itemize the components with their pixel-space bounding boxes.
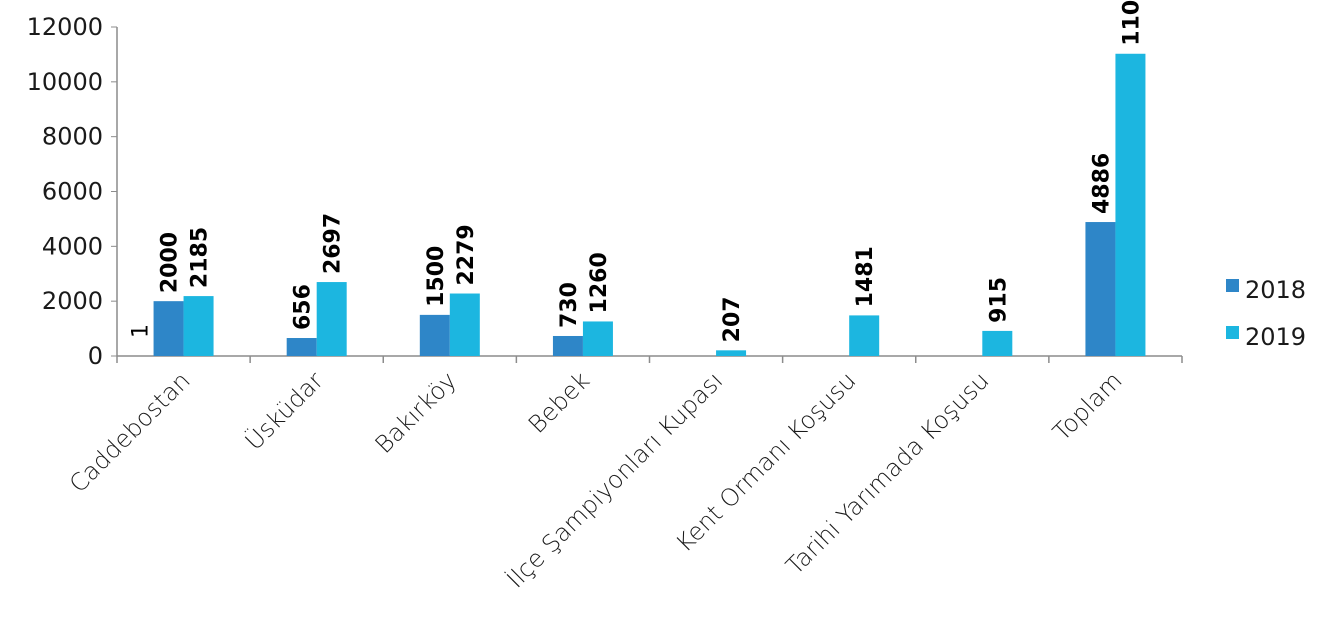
data-label-2018: 2000 — [158, 232, 183, 293]
legend-label-2019: 2019 — [1245, 323, 1306, 351]
x-tick-label: İlçe Şampiyonları Kupası — [501, 366, 728, 593]
y-tick-label: 12000 — [27, 13, 103, 41]
bar-2019 — [316, 282, 347, 356]
y-tick-label: 4000 — [42, 232, 103, 260]
y-tick-label: 0 — [88, 342, 103, 370]
data-label-2018: 730 — [557, 282, 582, 328]
bar-2019 — [1115, 53, 1146, 356]
bar-2019 — [449, 293, 480, 356]
data-label-2019: 207 — [720, 296, 745, 342]
bar-2019 — [183, 296, 214, 356]
bar-2019 — [849, 315, 880, 356]
y-tick-label: 8000 — [42, 123, 103, 151]
data-label-2018: 4886 — [1089, 153, 1114, 214]
bar-2019 — [982, 330, 1013, 356]
y-tick-label: 2000 — [42, 287, 103, 315]
data-label-2018: 656 — [291, 284, 316, 330]
x-tick-label: Üsküdar — [238, 365, 329, 456]
data-label-2018: 1500 — [424, 246, 449, 307]
stray-data-label: 1 — [129, 324, 154, 338]
data-label-2019: 11024 — [1119, 0, 1144, 46]
data-label-2019: 915 — [986, 277, 1011, 323]
y-tick-label: 10000 — [27, 68, 103, 96]
legend-label-2018: 2018 — [1245, 276, 1306, 304]
x-tick-label: Caddebostan — [64, 366, 196, 498]
bar-2018 — [1085, 222, 1116, 356]
data-label-2019: 1481 — [853, 246, 878, 307]
legend-swatch-2019 — [1226, 326, 1239, 339]
data-label-2019: 2279 — [454, 224, 479, 285]
legend-swatch-2018 — [1226, 279, 1239, 292]
x-tick-label: Bakırköy — [370, 366, 462, 458]
data-label-2019: 2185 — [188, 227, 213, 288]
y-tick-label: 6000 — [42, 178, 103, 206]
bar-2018 — [419, 314, 450, 356]
data-label-2019: 1260 — [587, 252, 612, 313]
bar-2019 — [582, 321, 613, 356]
x-tick-label: Toplam — [1048, 366, 1128, 446]
data-label-2019: 2697 — [321, 213, 346, 274]
bar-2018 — [552, 335, 583, 356]
x-tick-label: Bebek — [523, 366, 595, 438]
bar-2018 — [153, 301, 184, 356]
bar-2019 — [716, 350, 747, 356]
bar-2018 — [286, 338, 317, 356]
